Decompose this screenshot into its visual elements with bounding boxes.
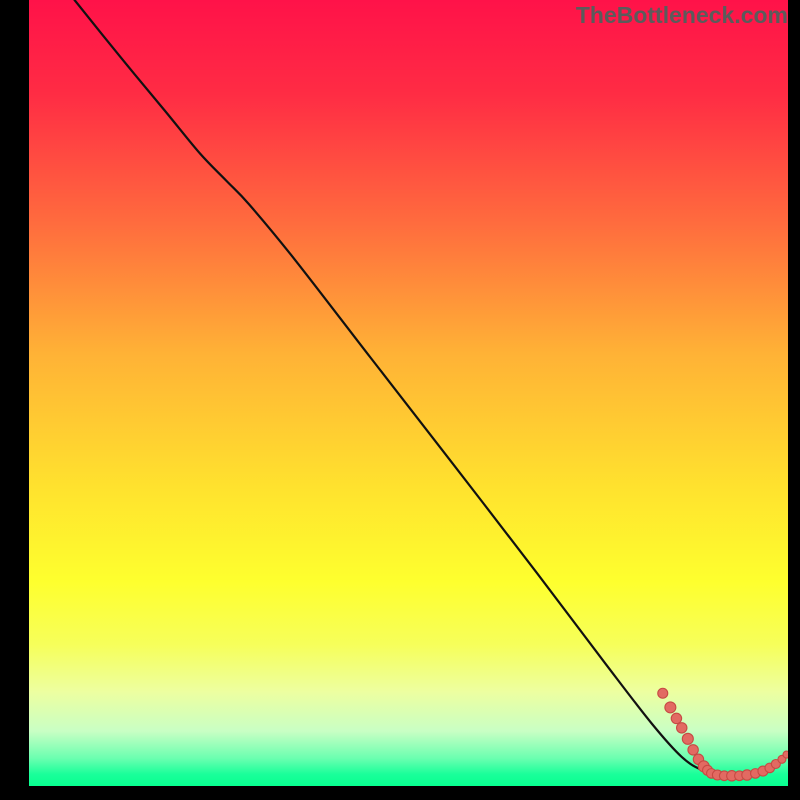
data-marker: [735, 771, 745, 781]
data-marker: [698, 761, 709, 772]
data-marker: [665, 702, 676, 713]
watermark-text: TheBottleneck.com: [576, 2, 788, 29]
data-marker: [727, 771, 737, 781]
data-marker: [771, 759, 780, 768]
data-marker: [703, 765, 713, 775]
data-marker: [671, 713, 681, 723]
chart-frame: [0, 0, 29, 800]
chart-overlay: [29, 0, 788, 786]
chart-frame: [788, 0, 800, 800]
data-marker: [688, 745, 698, 755]
bottleneck-curve: [75, 0, 787, 775]
plot-area: [29, 0, 788, 786]
data-marker: [758, 766, 768, 776]
data-marker: [751, 769, 761, 779]
data-marker: [719, 771, 729, 781]
chart-frame: [0, 786, 800, 800]
data-marker: [693, 754, 703, 764]
data-marker: [778, 755, 786, 763]
data-marker: [658, 688, 668, 698]
data-marker: [712, 770, 722, 780]
marker-group: [658, 688, 788, 781]
data-marker: [742, 770, 752, 780]
data-marker: [707, 769, 717, 779]
data-marker: [677, 723, 687, 733]
data-marker: [682, 733, 693, 744]
data-marker: [765, 763, 775, 773]
